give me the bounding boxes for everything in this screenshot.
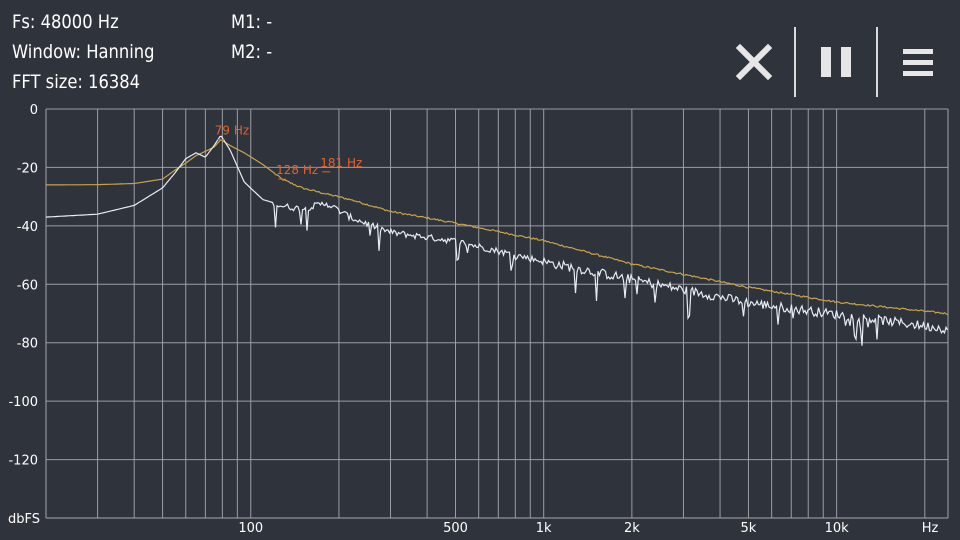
y-axis-labels: 0 -20 -40 -60 -80 -100 -120 dbFS	[8, 103, 40, 527]
sample-rate-text: Fs: 48000 Hz	[12, 11, 119, 33]
x-tick-label: 1k	[536, 521, 552, 536]
toolbar	[722, 26, 950, 98]
close-button[interactable]	[722, 26, 786, 98]
x-tick-label: 10k	[825, 521, 850, 536]
y-tick-label: -40	[17, 220, 38, 235]
x-tick-label: 2k	[624, 521, 640, 536]
stats-panel: Fs: 48000 Hz Window: Hanning FFT size: 1…	[12, 7, 155, 97]
y-axis-unit: dbFS	[8, 512, 40, 527]
y-tick-label: -60	[17, 278, 38, 293]
peak-marker-label: 181 Hz	[320, 156, 362, 170]
peak-marker-label: 128 Hz	[276, 163, 318, 177]
markers-panel: M1: - M2: -	[231, 7, 272, 67]
y-tick-label: -80	[17, 337, 38, 352]
peak-hold-trace	[45, 139, 948, 315]
marker-m1-text: M1: -	[231, 11, 273, 33]
frequency-grid	[45, 109, 949, 518]
toolbar-divider	[876, 27, 878, 97]
peak-marker-label: 79 Hz	[215, 124, 249, 138]
level-grid	[46, 108, 948, 519]
y-tick-label: -100	[8, 395, 38, 410]
toolbar-divider	[794, 27, 796, 97]
pause-icon	[821, 47, 851, 77]
pause-button[interactable]	[804, 26, 868, 98]
live-trace	[45, 135, 949, 346]
x-axis-labels: 100 500 1k 2k 5k 10k Hz	[238, 521, 938, 536]
menu-icon	[903, 49, 933, 76]
y-tick-label: 0	[30, 103, 38, 118]
x-axis-unit: Hz	[922, 521, 939, 536]
close-icon	[736, 44, 772, 80]
window-function-text: Window: Hanning	[12, 41, 155, 63]
menu-button[interactable]	[886, 26, 950, 98]
marker-m2-text: M2: -	[231, 41, 273, 63]
x-tick-label: 100	[238, 521, 263, 536]
y-tick-label: -120	[8, 454, 38, 469]
x-tick-label: 500	[443, 521, 468, 536]
y-tick-label: -20	[17, 161, 38, 176]
spectrum-traces	[45, 135, 949, 346]
x-tick-label: 5k	[741, 521, 757, 536]
fft-size-text: FFT size: 16384	[12, 71, 141, 93]
